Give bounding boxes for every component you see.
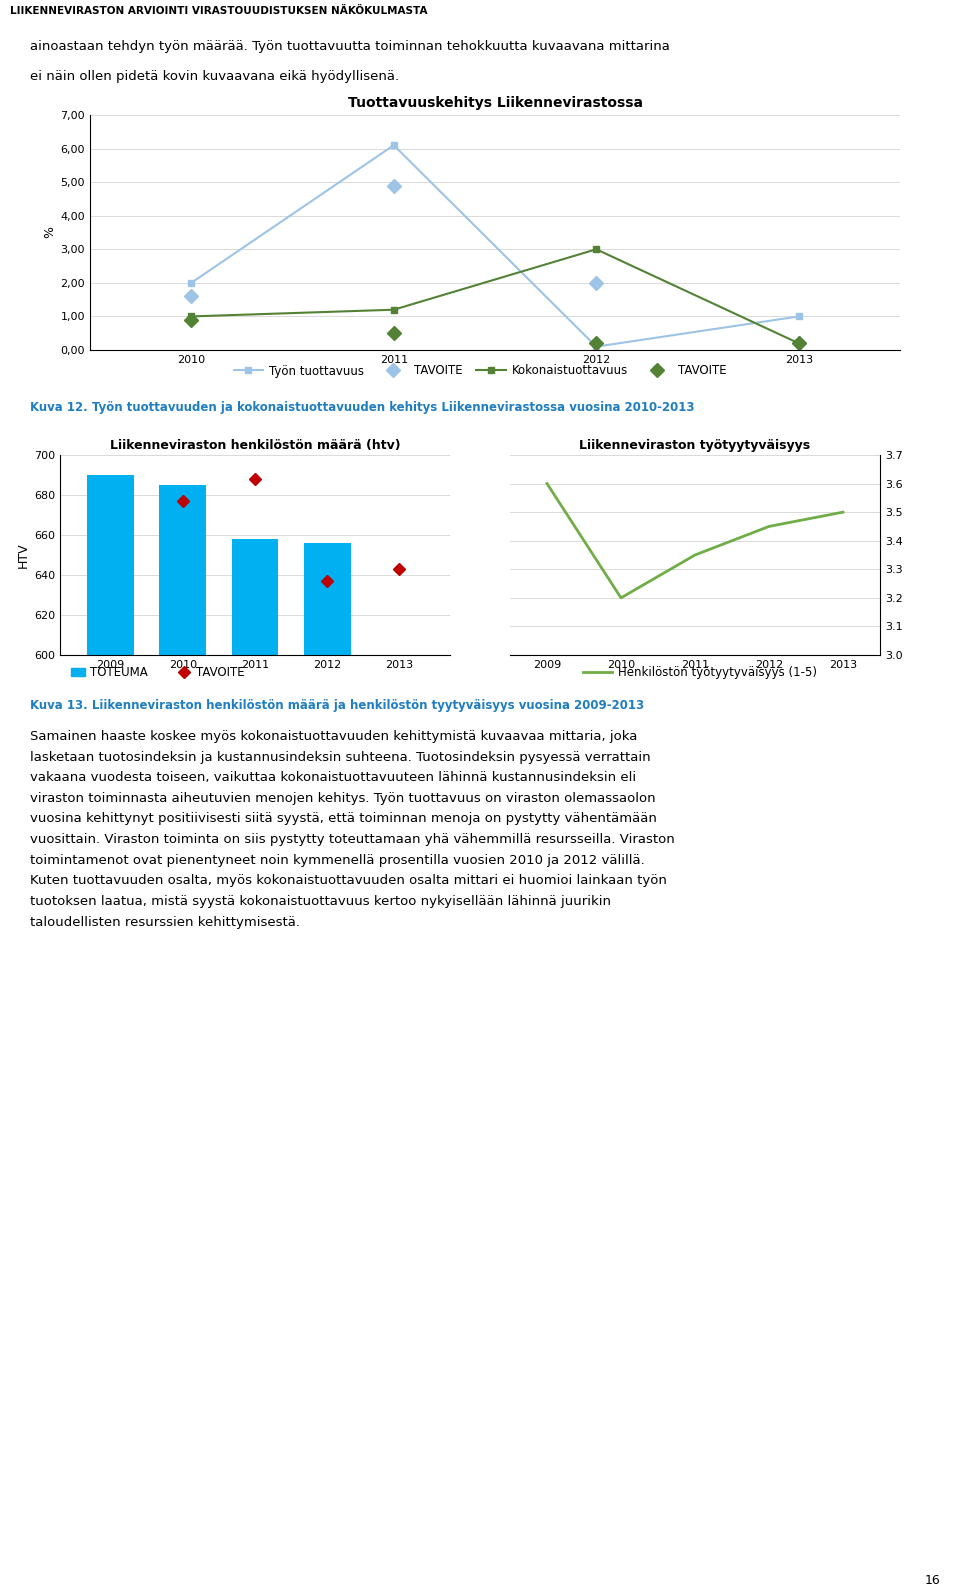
- Bar: [159, 485, 206, 656]
- Legend: TOTEUMA, TAVOITE: TOTEUMA, TAVOITE: [66, 662, 249, 684]
- Text: ei näin ollen pidetä kovin kuvaavana eikä hyödyllisenä.: ei näin ollen pidetä kovin kuvaavana eik…: [30, 70, 399, 83]
- Title: Tuottavuuskehitys Liikennevirastossa: Tuottavuuskehitys Liikennevirastossa: [348, 96, 642, 110]
- Text: tuotoksen laatua, mistä syystä kokonaistuottavuus kertoo nykyisellään lähinnä ju: tuotoksen laatua, mistä syystä kokonaist…: [30, 895, 611, 908]
- Text: vakaana vuodesta toiseen, vaikuttaa kokonaistuottavuuteen lähinnä kustannusindek: vakaana vuodesta toiseen, vaikuttaa koko…: [30, 772, 636, 785]
- Text: lasketaan tuotosindeksin ja kustannusindeksin suhteena. Tuotosindeksin pysyessä : lasketaan tuotosindeksin ja kustannusind…: [30, 751, 651, 764]
- Text: vuosina kehittynyt positiivisesti siitä syystä, että toiminnan menoja on pystytt: vuosina kehittynyt positiivisesti siitä …: [30, 812, 657, 826]
- Text: LIIKENNEVIRASTON ARVIOINTI VIRASTOUUDISTUKSEN NÄKÖKULMASTA: LIIKENNEVIRASTON ARVIOINTI VIRASTOUUDIST…: [10, 6, 427, 16]
- Y-axis label: %: %: [43, 226, 57, 239]
- Bar: [303, 542, 350, 656]
- Text: vuosittain. Viraston toiminta on siis pystytty toteuttamaan yhä vähemmillä resur: vuosittain. Viraston toiminta on siis py…: [30, 833, 675, 845]
- Legend: Työn tuottavuus, TAVOITE, Kokonaistuottavuus, TAVOITE: Työn tuottavuus, TAVOITE, Kokonaistuotta…: [228, 360, 732, 383]
- Text: viraston toiminnasta aiheutuvien menojen kehitys. Työn tuottavuus on viraston ol: viraston toiminnasta aiheutuvien menojen…: [30, 791, 656, 805]
- Text: Kuva 13. Liikenneviraston henkilöstön määrä ja henkilöstön tyytyväisyys vuosina : Kuva 13. Liikenneviraston henkilöstön mä…: [30, 700, 644, 713]
- Bar: [231, 539, 278, 656]
- Text: Samainen haaste koskee myös kokonaistuottavuuden kehittymistä kuvaavaa mittaria,: Samainen haaste koskee myös kokonaistuot…: [30, 731, 637, 743]
- Bar: [87, 475, 134, 656]
- Title: Liikenneviraston henkilöstön määrä (htv): Liikenneviraston henkilöstön määrä (htv): [109, 440, 400, 453]
- Text: Kuva 12. Työn tuottavuuden ja kokonaistuottavuuden kehitys Liikennevirastossa vu: Kuva 12. Työn tuottavuuden ja kokonaistu…: [30, 402, 694, 415]
- Legend: Henkilöstön työtyytyväisyys (1-5): Henkilöstön työtyytyväisyys (1-5): [578, 662, 822, 684]
- Text: Kuten tuottavuuden osalta, myös kokonaistuottavuuden osalta mittari ei huomioi l: Kuten tuottavuuden osalta, myös kokonais…: [30, 874, 667, 887]
- Text: ainoastaan tehdyn työn määrää. Työn tuottavuutta toiminnan tehokkuutta kuvaavana: ainoastaan tehdyn työn määrää. Työn tuot…: [30, 40, 670, 53]
- Text: taloudellisten resurssien kehittymisestä.: taloudellisten resurssien kehittymisestä…: [30, 916, 300, 928]
- Text: 16: 16: [925, 1574, 941, 1587]
- Text: toimintamenot ovat pienentyneet noin kymmenellä prosentilla vuosien 2010 ja 2012: toimintamenot ovat pienentyneet noin kym…: [30, 853, 645, 866]
- Title: Liikenneviraston työtyytyväisyys: Liikenneviraston työtyytyväisyys: [580, 440, 810, 453]
- Y-axis label: HTV: HTV: [17, 542, 30, 568]
